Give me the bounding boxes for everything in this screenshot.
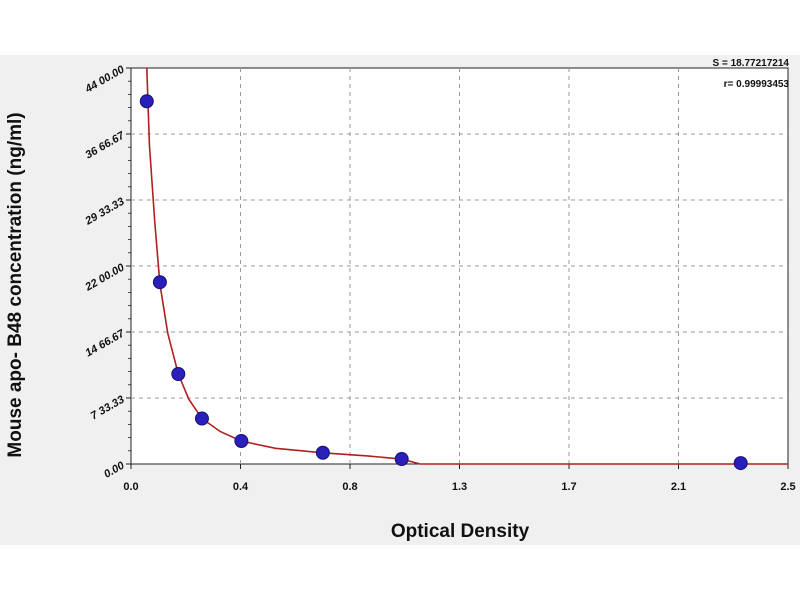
data-point <box>194 411 209 426</box>
data-point <box>315 445 330 460</box>
data-point <box>139 94 154 109</box>
stat-r-value: r= 0.99993453 <box>724 79 790 90</box>
x-axis-ticks: 0.0 0.4 0.8 1.3 1.7 2.1 2.5 <box>123 464 796 493</box>
fit-curve <box>146 67 788 465</box>
x-tick-label: 2.5 <box>780 481 795 493</box>
data-points <box>139 94 748 471</box>
x-tick-label: 1.7 <box>561 481 576 493</box>
grid-lines <box>131 68 788 464</box>
x-tick-label: 2.1 <box>671 481 686 493</box>
data-point <box>152 275 167 290</box>
stat-s-value: S = 18.77217214 <box>713 58 790 69</box>
data-point <box>234 434 249 449</box>
x-tick-label: 0.4 <box>233 481 249 493</box>
y-axis-title: Mouse apo- B48 concentration (ng/ml) <box>5 112 26 457</box>
data-point <box>171 367 186 381</box>
data-point <box>733 456 748 471</box>
data-point <box>394 452 409 467</box>
x-axis-title: Optical Density <box>391 521 530 542</box>
x-tick-label: 1.3 <box>452 481 467 493</box>
x-tick-label: 0.8 <box>342 481 357 493</box>
x-tick-label: 0.0 <box>123 481 138 493</box>
